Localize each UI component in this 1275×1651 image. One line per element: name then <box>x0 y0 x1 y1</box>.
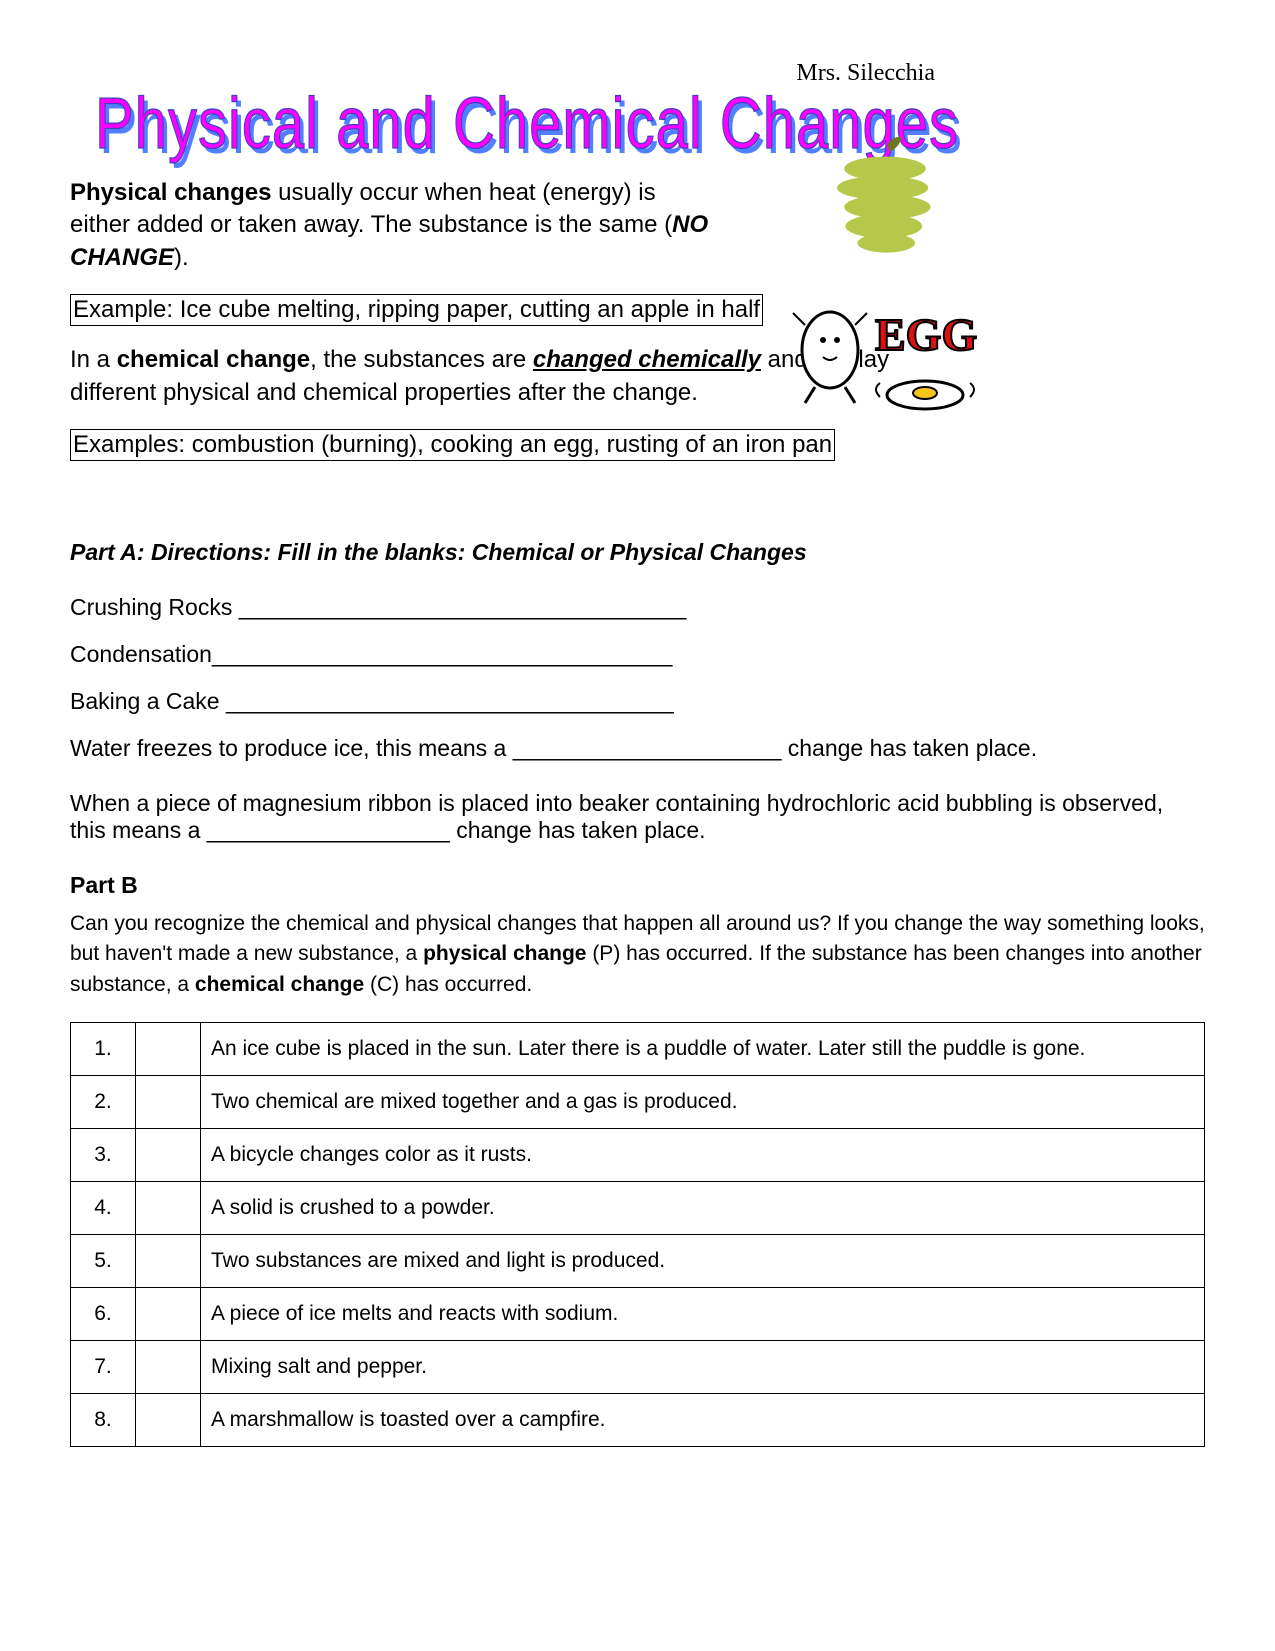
parta-directions: Part A: Directions: Fill in the blanks: … <box>70 539 1205 566</box>
example-chemical: Examples: combustion (burning), cooking … <box>70 429 835 461</box>
bold-chemical-change: chemical change <box>117 346 310 373</box>
row-text: A solid is crushed to a powder. <box>201 1182 1205 1235</box>
parta-q3: Baking a Cake __________________________… <box>70 688 1205 715</box>
table-row: 1. An ice cube is placed in the sun. Late… <box>71 1023 1205 1076</box>
partb-text-e: (C) has occurred. <box>364 973 532 996</box>
row-text: A piece of ice melts and reacts with sod… <box>201 1288 1205 1341</box>
partb-head: Part B <box>70 872 1205 899</box>
partb-table: 1. An ice cube is placed in the sun. Late… <box>70 1022 1205 1447</box>
table-row: 3. A bicycle changes color as it rusts. <box>71 1129 1205 1182</box>
intro1-tail: ). <box>174 244 189 271</box>
partb-bold-physical: physical change <box>423 942 586 965</box>
table-row: 8. A marshmallow is toasted over a campfi… <box>71 1394 1205 1447</box>
row-number: 3. <box>71 1129 136 1182</box>
row-text: Two chemical are mixed together and a ga… <box>201 1076 1205 1129</box>
egg-icon: EGG <box>785 295 985 415</box>
table-row: 6. A piece of ice melts and reacts with s… <box>71 1288 1205 1341</box>
table-row: 7. Mixing salt and pepper. <box>71 1341 1205 1394</box>
row-answer-blank[interactable] <box>136 1182 201 1235</box>
example-physical: Example: Ice cube melting, ripping paper… <box>70 294 763 326</box>
table-row: 2. Two chemical are mixed together and a … <box>71 1076 1205 1129</box>
row-text: An ice cube is placed in the sun. Later … <box>201 1023 1205 1076</box>
row-answer-blank[interactable] <box>136 1235 201 1288</box>
row-text: Two substances are mixed and light is pr… <box>201 1235 1205 1288</box>
row-number: 4. <box>71 1182 136 1235</box>
row-text: Mixing salt and pepper. <box>201 1341 1205 1394</box>
table-row: 5. Two substances are mixed and light is … <box>71 1235 1205 1288</box>
apple-icon <box>815 135 955 255</box>
table-row: 4. A solid is crushed to a powder. <box>71 1182 1205 1235</box>
row-text: A bicycle changes color as it rusts. <box>201 1129 1205 1182</box>
intro-physical: Physical changes usually occur when heat… <box>70 177 710 274</box>
apple-illustration <box>805 130 965 260</box>
bold-physical-changes: Physical changes <box>70 179 271 206</box>
partb-intro: Can you recognize the chemical and physi… <box>70 909 1205 1000</box>
row-answer-blank[interactable] <box>136 1288 201 1341</box>
row-answer-blank[interactable] <box>136 1023 201 1076</box>
row-number: 2. <box>71 1076 136 1129</box>
row-answer-blank[interactable] <box>136 1341 201 1394</box>
row-number: 6. <box>71 1288 136 1341</box>
worksheet-page: Mrs. Silecchia Physical and Chemical Cha… <box>0 0 1275 1651</box>
intro2-a: In a <box>70 346 117 373</box>
part-a: Part A: Directions: Fill in the blanks: … <box>70 539 1205 844</box>
row-answer-blank[interactable] <box>136 1076 201 1129</box>
bold-changed-chemically: changed chemically <box>533 346 761 373</box>
page-title: Physical and Chemical Changes <box>95 82 1205 166</box>
egg-illustration: EGG <box>785 295 985 415</box>
row-number: 8. <box>71 1394 136 1447</box>
partb-bold-chemical: chemical change <box>195 973 364 996</box>
svg-text:EGG: EGG <box>875 309 977 360</box>
intro2-c: , the substances are <box>310 346 533 373</box>
row-answer-blank[interactable] <box>136 1394 201 1447</box>
parta-q5: When a piece of magnesium ribbon is plac… <box>70 790 1205 844</box>
parta-q1: Crushing Rocks _________________________… <box>70 594 1205 621</box>
row-number: 5. <box>71 1235 136 1288</box>
row-number: 1. <box>71 1023 136 1076</box>
row-answer-blank[interactable] <box>136 1129 201 1182</box>
row-text: A marshmallow is toasted over a campfire… <box>201 1394 1205 1447</box>
parta-q2: Condensation____________________________… <box>70 641 1205 668</box>
parta-q4: Water freezes to produce ice, this means… <box>70 735 1205 762</box>
row-number: 7. <box>71 1341 136 1394</box>
